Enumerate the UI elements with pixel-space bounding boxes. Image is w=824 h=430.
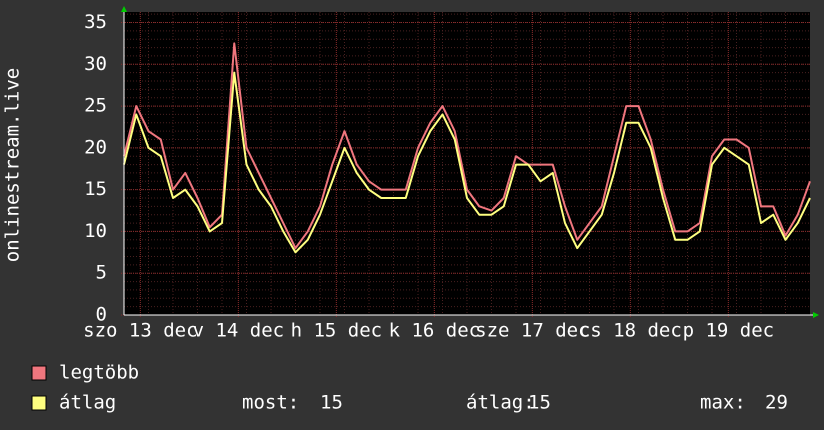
x-tick-label: szo 13 dec — [83, 320, 197, 342]
x-tick-label: h 15 dec — [291, 320, 383, 342]
y-tick-label: 5 — [96, 262, 107, 284]
legend-label: legtöbb — [59, 362, 139, 384]
legend-label: átlag — [59, 392, 116, 414]
stat-value: 15 — [320, 392, 343, 414]
y-tick-label: 0 — [96, 304, 107, 326]
y-axis-label: onlinestream.live — [2, 68, 24, 262]
x-tick-label: k 16 dec — [389, 320, 481, 342]
stat-label: max: — [700, 392, 746, 414]
y-tick-label: 10 — [84, 220, 107, 242]
series-line — [123, 71, 811, 254]
x-arrow — [813, 312, 819, 318]
y-arrow — [121, 6, 127, 12]
stat-value: 15 — [528, 392, 551, 414]
x-tick-label: cs 18 dec — [579, 320, 682, 342]
grid — [121, 12, 810, 318]
stat-value: 29 — [765, 392, 788, 414]
y-tick-label: 15 — [84, 178, 107, 200]
y-tick-label: 25 — [84, 95, 107, 117]
legend-swatch — [31, 365, 47, 381]
x-tick-label: p 19 dec — [683, 320, 775, 342]
y-tick-label: 30 — [84, 53, 107, 75]
y-tick-label: 20 — [84, 136, 107, 158]
marks — [123, 42, 811, 254]
stat-label: átlag: — [466, 392, 535, 414]
legend-swatch — [31, 395, 47, 411]
y-tick-label: 35 — [84, 11, 107, 33]
x-tick-label: v 14 dec — [193, 320, 285, 342]
x-tick-label: sze 17 dec — [475, 320, 589, 342]
series-line — [123, 42, 811, 250]
stat-label: most: — [242, 392, 299, 414]
